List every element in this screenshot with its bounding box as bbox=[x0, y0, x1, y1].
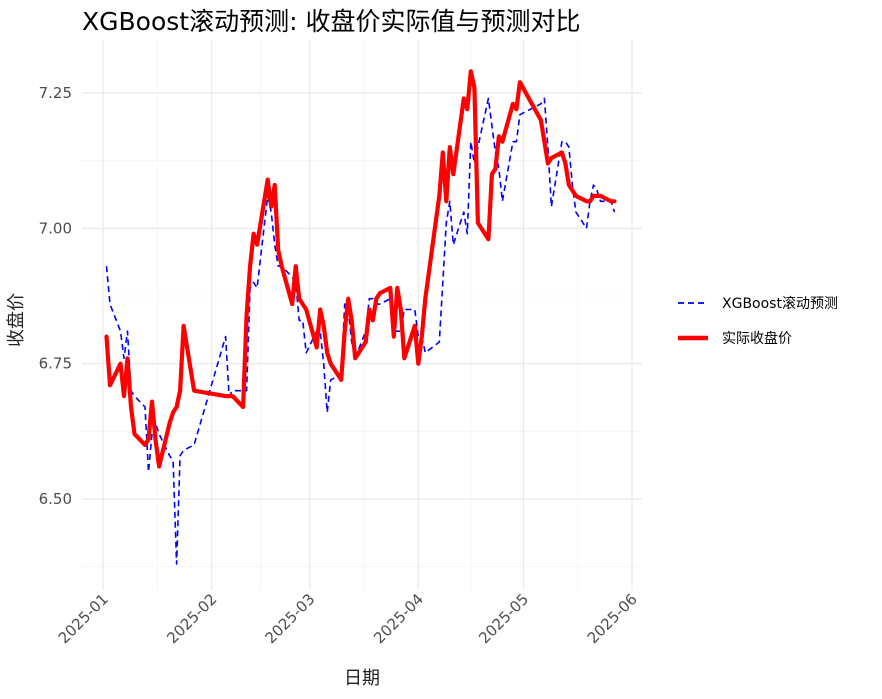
series-line-actual-close bbox=[104, 69, 617, 469]
y-tick-label: 7.25 bbox=[39, 84, 72, 102]
grid bbox=[82, 40, 642, 590]
y-tick-label: 6.75 bbox=[39, 355, 72, 373]
chart-title: XGBoost滚动预测: 收盘价实际值与预测对比 bbox=[82, 7, 580, 36]
legend-label-actual: 实际收盘价 bbox=[722, 330, 792, 347]
y-tick-label: 7.00 bbox=[39, 219, 72, 237]
y-tick-label: 6.50 bbox=[39, 490, 72, 508]
legend: XGBoost滚动预测 实际收盘价 bbox=[678, 295, 838, 347]
y-axis-ticks: 6.50 6.75 7.00 7.25 bbox=[39, 84, 72, 508]
series-layer bbox=[104, 69, 617, 565]
y-axis-title: 收盘价 bbox=[6, 293, 27, 347]
legend-label-xgboost: XGBoost滚动预测 bbox=[722, 295, 838, 312]
x-axis-title: 日期 bbox=[344, 668, 380, 689]
